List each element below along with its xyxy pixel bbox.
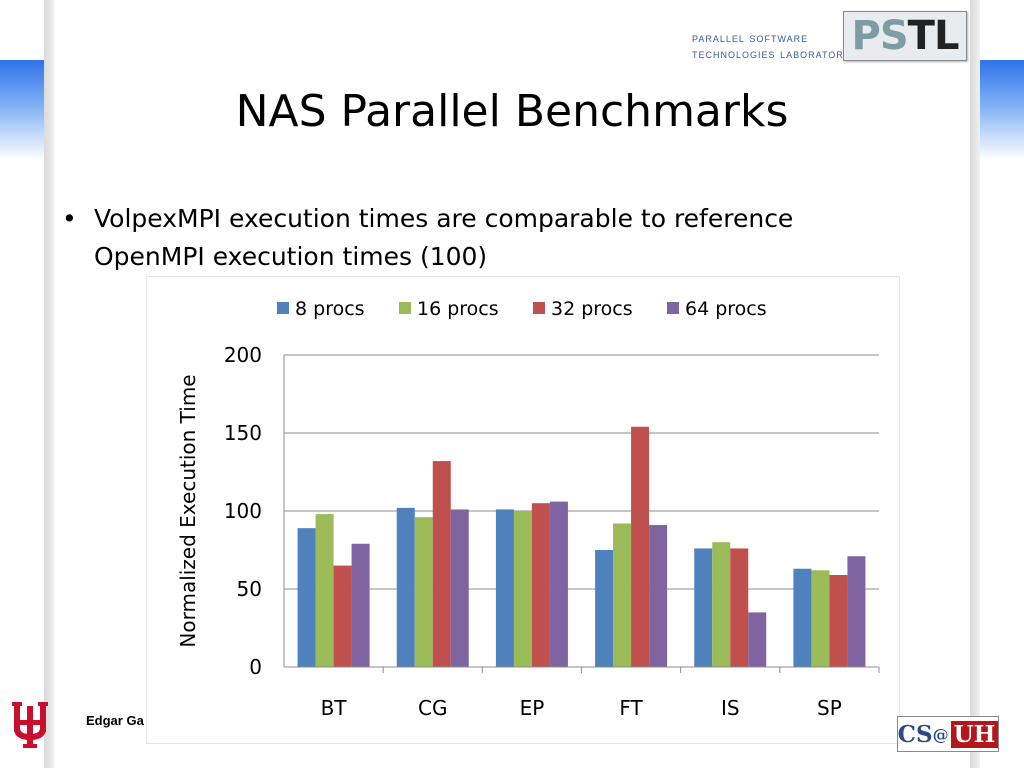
x-tick-label: SP [817,696,842,720]
right-decor-rail [970,0,980,768]
bar-is-32-procs [730,548,749,667]
bar-cg-16-procs [414,517,433,667]
lab-name-line1: Parallel Software [692,30,809,45]
legend-swatch [277,302,289,314]
y-tick-label: 100 [224,499,262,523]
x-tick-label: BT [321,696,348,720]
cs-uh-logo-at: @ [932,724,949,744]
right-decor-band [980,60,1024,160]
legend-label: 32 procs [551,298,633,320]
bar-sp-32-procs [829,574,848,667]
legend-swatch [399,302,411,314]
y-axis-title: Normalized Execution Time [176,374,200,647]
bar-chart: 0 50 100 150 200 Normalized Execution Time BT C… [176,298,880,720]
legend-label: 16 procs [417,298,499,320]
footer-author: Edgar Ga [86,713,144,728]
bar-sp-8-procs [793,568,812,667]
bar-ep-64-procs [549,501,568,667]
lab-name: Parallel Software Technologies Laborator… [692,30,851,62]
bar-cg-8-procs [396,507,415,667]
bar-ft-16-procs [613,523,632,667]
bar-bt-8-procs [297,528,316,667]
y-tick-label: 150 [224,421,262,445]
x-tick-label: EP [520,696,545,720]
pstl-logo: PSTL [843,11,967,61]
x-tick-label: IS [721,696,740,720]
left-decor-rail [44,0,54,768]
x-tick-label: CG [418,696,447,720]
cs-uh-logo-cs: CS [897,720,933,748]
legend-swatch [667,302,679,314]
chart-area: 0 50 100 150 200 Normalized Execution Time BT C… [146,276,900,744]
bar-ft-64-procs [649,525,668,667]
bullet-marker: • [62,204,77,233]
y-tick-label: 0 [249,655,262,679]
lab-name-line2: Technologies Laboratory [692,46,851,61]
bar-ep-32-procs [531,503,550,667]
bar-ft-32-procs [631,426,650,667]
legend-swatch [533,302,545,314]
uh-logo-icon [12,702,48,748]
bar-is-64-procs [748,612,767,667]
bar-sp-16-procs [811,570,830,667]
bar-ep-16-procs [513,511,532,667]
bullet-text: VolpexMPI execution times are comparable… [94,204,794,271]
bar-bt-64-procs [351,543,370,667]
slide-title: NAS Parallel Benchmarks [235,86,789,137]
y-tick-label: 50 [237,577,262,601]
cs-uh-logo-uh: UH [950,720,999,748]
bar-ft-8-procs [595,550,614,667]
legend-label: 8 procs [295,298,365,320]
bar-is-8-procs [694,548,713,667]
left-decor-band [0,60,44,160]
legend-label: 64 procs [685,298,767,320]
bar-ep-8-procs [495,509,514,667]
bar-bt-32-procs [333,565,352,667]
bullet-item: • VolpexMPI execution times are comparab… [62,200,902,276]
bar-is-16-procs [712,542,731,667]
cs-uh-logo: CS @ UH [897,716,999,752]
x-tick-label: FT [619,696,643,720]
y-tick-label: 200 [224,343,262,367]
bar-cg-64-procs [450,509,469,667]
bar-sp-64-procs [847,556,866,667]
bar-bt-16-procs [315,514,334,667]
bar-cg-32-procs [432,461,451,667]
